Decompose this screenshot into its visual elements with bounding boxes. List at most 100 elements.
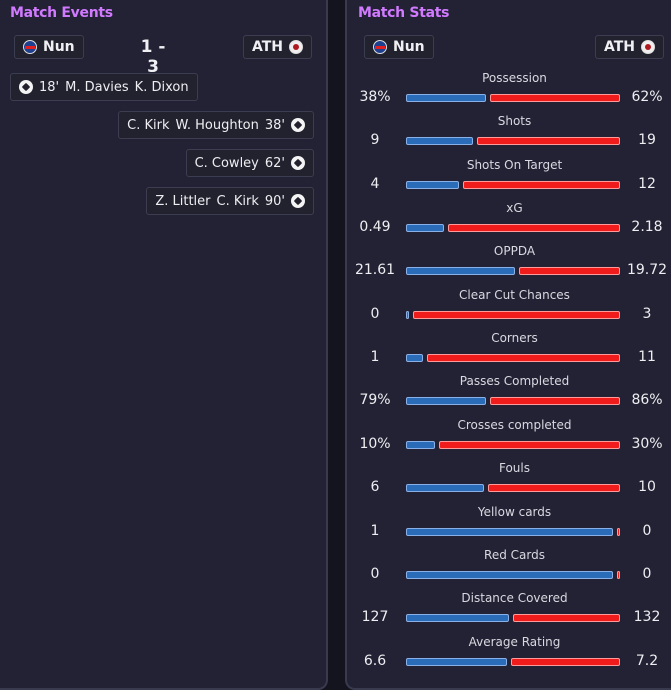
stat-home-bar	[406, 397, 486, 406]
event-scorer: M. Davies	[65, 79, 129, 95]
stat-home-bar	[406, 484, 484, 493]
stat-away-bar	[513, 614, 620, 623]
match-stats-panel: Match Stats Nun ATH Possession 38% 62% Shot…	[345, 0, 671, 690]
stat-away-bar	[519, 267, 620, 276]
stat-home-bar	[406, 440, 435, 449]
event-row-away-goal[interactable]: C. Cowley 62'	[185, 149, 314, 177]
home-team-badge-icon	[373, 40, 387, 54]
stat-away-bar	[488, 484, 620, 493]
match-score: 1 - 3	[140, 37, 166, 77]
stat-away-value: 30%	[631, 435, 663, 452]
event-row-away-goal[interactable]: C. Kirk W. Houghton 38'	[118, 111, 314, 139]
stat-row: Crosses completed 10% 30%	[347, 417, 671, 460]
stat-home-value: 10%	[359, 435, 391, 452]
stat-away-bar	[427, 354, 620, 363]
stat-home-value: 0	[370, 565, 380, 582]
stat-home-bar	[406, 224, 444, 233]
home-team-name: Nun	[43, 39, 75, 55]
away-team-badge-icon	[641, 40, 656, 54]
stat-home-value: 9	[370, 132, 380, 149]
stat-label: Distance Covered	[461, 591, 568, 606]
stat-away-bar	[463, 180, 620, 189]
stat-home-value: 6.6	[363, 652, 387, 669]
ball-icon	[291, 194, 305, 208]
stat-row: xG 0.49 2.18	[347, 200, 671, 243]
stat-label: Yellow cards	[477, 504, 552, 519]
event-minute: 90'	[264, 193, 285, 209]
stat-home-value: 0	[370, 305, 380, 322]
stats-away-team-name: ATH	[604, 39, 636, 55]
stat-home-value: 1	[370, 349, 380, 366]
stat-home-bar	[406, 310, 409, 319]
stat-home-bar	[406, 614, 509, 623]
stat-away-value: 19.72	[626, 262, 668, 279]
stat-away-bar	[490, 94, 620, 102]
stat-away-bar	[490, 397, 620, 406]
stat-label: Crosses completed	[457, 417, 572, 432]
stat-label: Red Cards	[484, 547, 545, 562]
ball-icon	[291, 156, 305, 170]
event-row-home-goal[interactable]: 18' M. Davies K. Dixon	[10, 73, 198, 101]
stat-away-value: 19	[638, 132, 656, 149]
stat-row: Passes Completed 79% 86%	[347, 373, 671, 416]
stat-row: Corners 1 11	[347, 330, 671, 373]
stat-row: Shots 9 19	[347, 113, 671, 156]
stat-away-value: 11	[638, 349, 656, 366]
stat-away-bar	[413, 310, 620, 319]
event-assist: C. Kirk	[127, 117, 170, 133]
match-events-title: Match Events	[10, 5, 113, 21]
home-team-badge-icon	[23, 40, 37, 54]
home-team-chip[interactable]: Nun	[14, 35, 84, 59]
stat-label: Shots	[497, 114, 532, 129]
stat-label: xG	[506, 201, 523, 216]
stat-away-bar	[439, 440, 620, 449]
stat-home-bar	[406, 570, 613, 579]
stat-row: Red Cards 0 0	[347, 547, 671, 590]
stat-label: Fouls	[498, 461, 530, 476]
stat-home-value: 127	[361, 609, 389, 626]
away-team-badge-icon	[289, 40, 304, 54]
stat-away-value: 132	[633, 609, 661, 626]
stat-label: Passes Completed	[459, 374, 570, 389]
event-minute: 62'	[264, 155, 285, 171]
stats-away-team-chip[interactable]: ATH	[595, 35, 665, 59]
stat-row: Yellow cards 1 0	[347, 504, 671, 547]
stat-label: OPPDA	[493, 244, 536, 259]
away-team-name: ATH	[252, 39, 284, 55]
stat-home-bar	[406, 94, 486, 102]
event-row-away-goal[interactable]: Z. Littler C. Kirk 90'	[146, 187, 314, 215]
stat-label: Shots On Target	[466, 157, 563, 172]
stats-home-team-name: Nun	[393, 39, 425, 55]
stat-away-value: 12	[638, 175, 656, 192]
stat-away-bar	[617, 570, 620, 579]
stat-row: OPPDA 21.61 19.72	[347, 243, 671, 286]
stat-home-value: 6	[370, 479, 380, 496]
stat-row: Fouls 6 10	[347, 460, 671, 503]
event-minute: 38'	[264, 117, 285, 133]
away-team-chip[interactable]: ATH	[243, 35, 313, 59]
stat-home-bar	[406, 180, 459, 189]
stat-home-bar	[406, 527, 613, 536]
match-stats-title: Match Stats	[358, 5, 450, 21]
stat-away-value: 10	[638, 479, 656, 496]
stat-away-bar	[477, 137, 620, 146]
stats-home-team-chip[interactable]: Nun	[364, 35, 434, 59]
stat-away-value: 0	[642, 565, 652, 582]
stat-away-value: 7.2	[635, 652, 659, 669]
stat-away-value: 3	[642, 305, 652, 322]
match-events-panel: Match Events Nun 1 - 3 ATH 18' M. Davies…	[0, 0, 328, 690]
stat-home-bar	[406, 354, 423, 363]
event-scorer: W. Houghton	[175, 117, 259, 133]
ball-icon	[291, 118, 305, 132]
stat-away-bar	[511, 657, 620, 666]
stat-row: Average Rating 6.6 7.2	[347, 634, 671, 677]
stat-label: Clear Cut Chances	[459, 287, 570, 302]
stat-away-value: 0	[642, 522, 652, 539]
stat-row: Distance Covered 127 132	[347, 590, 671, 633]
stat-label: Possession	[482, 71, 547, 85]
stat-away-value: 2.18	[631, 219, 663, 236]
stat-label: Average Rating	[468, 634, 561, 649]
event-minute: 18'	[39, 79, 60, 95]
stat-away-bar	[617, 527, 620, 536]
stat-home-value: 1	[370, 522, 380, 539]
